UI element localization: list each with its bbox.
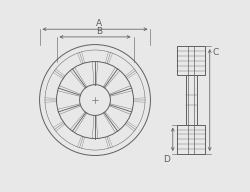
Bar — [186, 75, 197, 125]
Bar — [178, 125, 205, 154]
Text: D: D — [164, 156, 170, 165]
Text: B: B — [96, 27, 102, 36]
Text: C: C — [212, 48, 218, 57]
Text: A: A — [96, 19, 102, 28]
Bar — [178, 46, 205, 75]
